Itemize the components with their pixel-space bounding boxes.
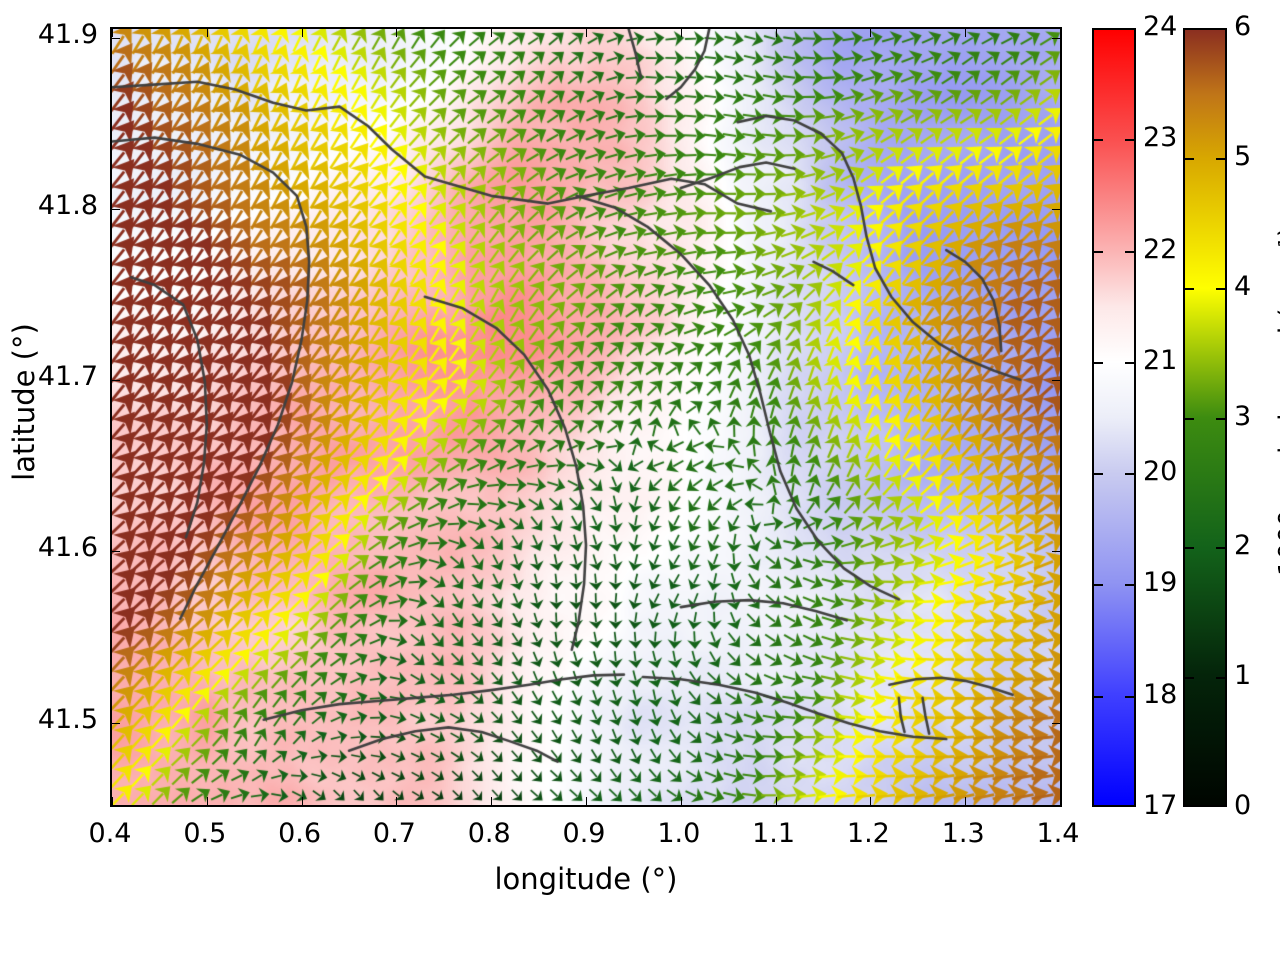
colorbar-tick [1094,584,1103,587]
y-tick [1052,208,1060,210]
y-tick [112,380,120,382]
colorbar-tick [1216,677,1225,680]
colorbar-tick-label: 3 [1234,400,1252,432]
x-tick [396,29,398,37]
x-tick [680,29,682,37]
x-tick-label: 1.3 [941,818,985,849]
x-tick-label: 0.8 [467,818,511,849]
x-tick [1060,797,1061,805]
colorbar-tick [1216,547,1225,550]
colorbar-tick [1185,417,1194,420]
colorbar-tick [1185,547,1194,550]
plot-area [110,27,1062,807]
x-axis-title: longitude (°) [494,862,678,896]
x-tick [775,797,777,805]
colorbar-tick [1094,695,1103,698]
colorbar-tick [1094,139,1103,142]
y-tick [1052,722,1060,724]
x-tick [870,29,872,37]
colorbar-tick-label: 1 [1234,660,1252,692]
x-tick-label: 0.4 [88,818,132,849]
temperature-colorbar [1092,28,1136,807]
colorbar-tick-label: 5 [1234,140,1252,172]
colorbar-tick-label: 0 [1234,790,1252,821]
y-tick [112,551,120,553]
x-tick [680,797,682,805]
x-tick [301,29,303,37]
y-tick [1052,551,1060,553]
x-tick [206,29,208,37]
colorbar-tick [1185,677,1194,680]
y-axis-title: latitude (°) [7,323,41,481]
colorbar-tick [1125,361,1134,364]
y-tick-label: 41.6 [37,532,98,564]
coastline-contour-canvas [112,29,1060,805]
colorbar-tick [1125,250,1134,253]
colorbar-tick-label: 18 [1143,678,1178,710]
colorbar-tick [1216,417,1225,420]
x-tick [206,797,208,805]
colorbar-tick-label: 20 [1143,456,1178,488]
y-tick-label: 41.7 [37,361,98,393]
colorbar-tick [1094,361,1103,364]
x-tick [491,797,493,805]
x-tick-label: 1.1 [752,818,796,849]
y-tick-label: 41.9 [37,18,98,50]
colorbar-tick-label: 24 [1143,11,1178,42]
colorbar-tick [1216,157,1225,160]
x-tick-label: 0.6 [278,818,322,849]
colorbar-tick [1185,157,1194,160]
x-tick [112,797,113,805]
colorbar-tick-label: 19 [1143,567,1178,599]
y-tick [112,208,120,210]
colorbar-tick-label: 17 [1143,790,1178,821]
colorbar-tick-label: 6 [1234,11,1252,42]
colorbar-tick [1125,139,1134,142]
x-tick [491,29,493,37]
colorbar-tick [1094,250,1103,253]
x-tick [1060,29,1061,37]
colorbar-tick-label: 23 [1143,122,1178,154]
x-tick [870,797,872,805]
x-tick-label: 0.7 [372,818,416,849]
colorbar-tick-label: 4 [1234,270,1252,302]
x-tick-label: 1.0 [657,818,701,849]
colorbar-tick [1125,584,1134,587]
x-tick [301,797,303,805]
x-tick [965,797,967,805]
wind-speed-colorbar-title: 1000m-wind speed (m s⁻¹) [1274,227,1280,576]
x-tick [775,29,777,37]
colorbar-tick-label: 22 [1143,233,1178,265]
y-tick [112,37,120,39]
y-tick-label: 41.5 [37,703,98,735]
x-tick-label: 0.5 [183,818,227,849]
colorbar-tick [1094,473,1103,476]
x-tick-label: 1.2 [846,818,890,849]
y-tick-label: 41.8 [37,189,98,221]
colorbar-tick [1216,287,1225,290]
colorbar-tick [1185,287,1194,290]
y-tick [1052,37,1060,39]
colorbar-tick-label: 2 [1234,530,1252,562]
colorbar-tick [1125,695,1134,698]
x-tick-label: 0.9 [562,818,606,849]
x-tick [586,29,587,37]
y-tick [1052,380,1060,382]
x-tick [586,797,587,805]
x-tick-label: 1.4 [1036,818,1080,849]
colorbar-tick [1125,473,1134,476]
x-tick [112,29,113,37]
colorbar-tick-label: 21 [1143,344,1178,376]
x-tick [965,29,967,37]
x-tick [396,797,398,805]
y-tick [112,722,120,724]
